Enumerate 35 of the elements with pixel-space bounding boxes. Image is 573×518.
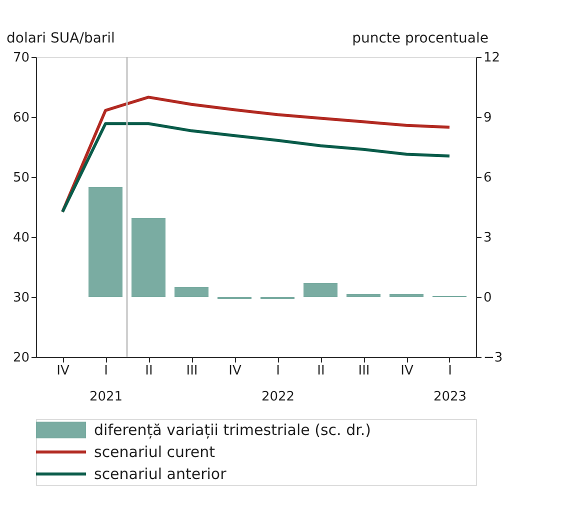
x-tick-label: IV (228, 364, 242, 378)
y-tick-label: 50 (12, 170, 30, 186)
x-tick-label: IV (56, 364, 70, 378)
line-series (61, 96, 451, 214)
legend-label: diferență variații trimestriale (sc. dr.) (94, 421, 372, 439)
y2-tick-label: 9 (484, 110, 492, 126)
bar (304, 283, 338, 297)
x-tick-label: III (358, 364, 370, 378)
x-tick-label: IV (400, 364, 414, 378)
x-tick-label: I 2023 (433, 364, 467, 404)
x-tick-label: II (145, 364, 153, 378)
legend-label: scenariul curent (94, 443, 216, 461)
bar (346, 294, 380, 297)
y-tick-label: 60 (12, 110, 30, 126)
y2-tick-label: −3 (484, 350, 503, 366)
y-tick-label: 20 (12, 350, 30, 366)
y-tick-label: 70 (12, 50, 30, 66)
bar (174, 287, 208, 297)
bar (88, 187, 122, 297)
y-tick-label: 30 (12, 290, 30, 306)
y2-tick-label: 3 (484, 230, 492, 246)
bar (390, 294, 424, 297)
bar (132, 218, 166, 297)
y2-axis-title: puncte procentuale (352, 30, 488, 46)
x-tick-label: I 2022 (261, 364, 295, 404)
y2-tick-label: 12 (484, 50, 500, 66)
x-tick-label: I 2021 (89, 364, 123, 404)
x-tick-label: III (186, 364, 198, 378)
line-series (61, 122, 451, 214)
x-tick-label: II (317, 364, 325, 378)
y-tick-label: 40 (12, 230, 30, 246)
legend-label: scenariul anterior (94, 465, 228, 483)
y2-tick-label: 6 (484, 170, 492, 186)
y-axis-title: dolari SUA/baril (6, 30, 115, 46)
y2-tick-label: 0 (484, 290, 492, 306)
